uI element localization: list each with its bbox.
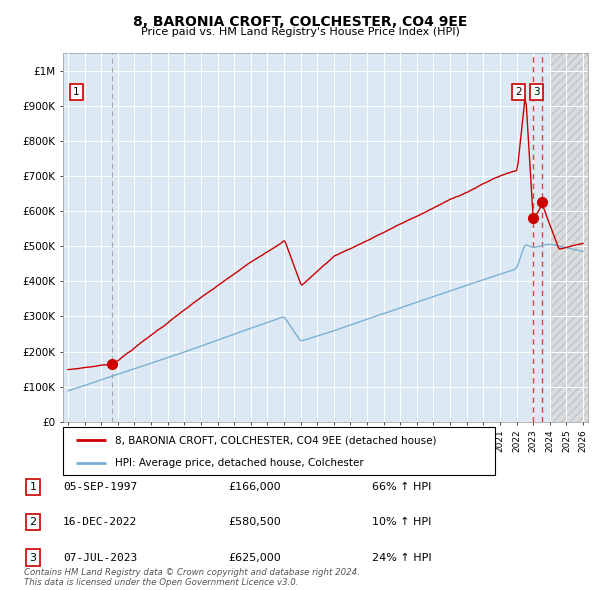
Text: 8, BARONIA CROFT, COLCHESTER, CO4 9EE (detached house): 8, BARONIA CROFT, COLCHESTER, CO4 9EE (d… [115,435,436,445]
Text: 16-DEC-2022: 16-DEC-2022 [63,517,137,527]
Text: HPI: Average price, detached house, Colchester: HPI: Average price, detached house, Colc… [115,458,364,468]
Text: 8, BARONIA CROFT, COLCHESTER, CO4 9EE: 8, BARONIA CROFT, COLCHESTER, CO4 9EE [133,15,467,29]
Text: 1: 1 [29,482,37,491]
Text: 24% ↑ HPI: 24% ↑ HPI [372,553,431,562]
Text: 07-JUL-2023: 07-JUL-2023 [63,553,137,562]
Text: Contains HM Land Registry data © Crown copyright and database right 2024.
This d: Contains HM Land Registry data © Crown c… [24,568,360,587]
Text: 10% ↑ HPI: 10% ↑ HPI [372,517,431,527]
Text: £625,000: £625,000 [228,553,281,562]
Text: £580,500: £580,500 [228,517,281,527]
Text: 66% ↑ HPI: 66% ↑ HPI [372,482,431,491]
Text: 2: 2 [29,517,37,527]
Text: 05-SEP-1997: 05-SEP-1997 [63,482,137,491]
Text: 2: 2 [515,87,521,97]
Text: 3: 3 [533,87,540,97]
Text: 3: 3 [29,553,37,562]
Bar [550,53,592,422]
FancyBboxPatch shape [63,427,495,475]
Text: £166,000: £166,000 [228,482,281,491]
Text: Price paid vs. HM Land Registry's House Price Index (HPI): Price paid vs. HM Land Registry's House … [140,27,460,37]
Text: 1: 1 [73,87,80,97]
